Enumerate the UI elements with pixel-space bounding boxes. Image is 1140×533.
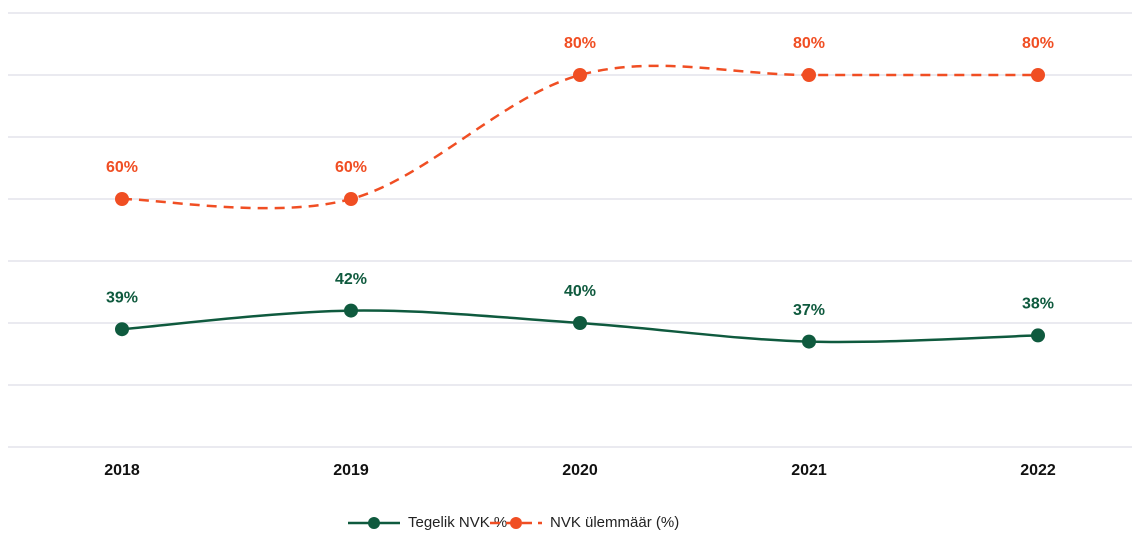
data-label: 39% bbox=[106, 289, 138, 306]
data-point bbox=[1031, 328, 1045, 343]
x-tick-label: 2020 bbox=[562, 462, 598, 479]
legend-marker bbox=[510, 517, 522, 529]
data-point bbox=[115, 322, 129, 337]
data-label: 80% bbox=[793, 35, 825, 52]
x-tick-label: 2019 bbox=[333, 462, 369, 479]
data-label: 80% bbox=[564, 35, 596, 52]
data-point bbox=[344, 303, 358, 318]
data-label: 42% bbox=[335, 271, 367, 288]
data-point bbox=[344, 192, 358, 206]
legend-marker bbox=[368, 517, 380, 529]
data-label: 60% bbox=[335, 159, 367, 176]
legend-label: NVK ülemmäär (%) bbox=[550, 514, 679, 531]
data-label: 37% bbox=[793, 302, 825, 319]
data-label: 40% bbox=[564, 283, 596, 300]
data-label: 38% bbox=[1022, 296, 1054, 313]
data-point bbox=[115, 192, 129, 206]
x-tick-label: 2022 bbox=[1020, 462, 1056, 479]
data-point bbox=[573, 68, 587, 82]
x-tick-label: 2021 bbox=[791, 462, 827, 479]
data-point bbox=[802, 334, 816, 349]
data-label: 60% bbox=[106, 159, 138, 176]
x-tick-label: 2018 bbox=[104, 462, 140, 479]
data-point bbox=[573, 316, 587, 330]
legend-label: Tegelik NVK % bbox=[408, 514, 507, 531]
data-point bbox=[1031, 68, 1045, 82]
data-label: 80% bbox=[1022, 35, 1054, 52]
data-point bbox=[802, 68, 816, 82]
